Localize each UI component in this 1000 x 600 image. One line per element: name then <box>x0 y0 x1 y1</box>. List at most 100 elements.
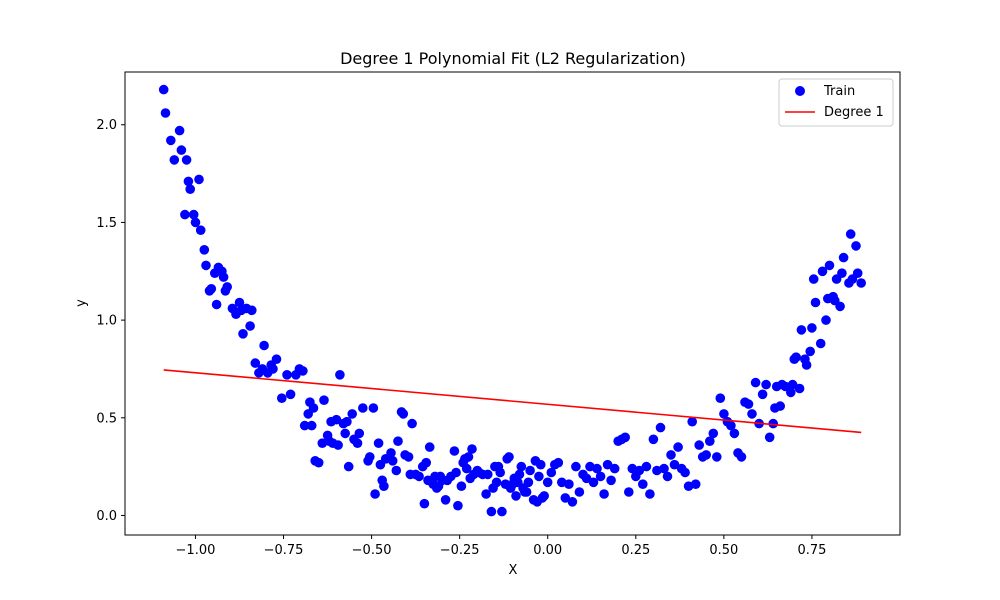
train-point <box>546 467 557 478</box>
train-point <box>331 414 342 425</box>
train-point <box>467 444 477 454</box>
train-point <box>247 305 257 316</box>
train-point <box>638 479 648 490</box>
train-point <box>271 354 282 365</box>
train-point <box>188 209 199 220</box>
train-point <box>424 442 435 452</box>
x-tick-label: −0.50 <box>352 543 392 558</box>
train-point <box>787 379 798 390</box>
train-point <box>169 155 180 165</box>
train-point <box>599 489 609 499</box>
y-tick-label: 0.0 <box>96 509 117 524</box>
train-point <box>810 297 821 308</box>
train-point <box>712 452 722 462</box>
train-point <box>456 481 467 492</box>
train-point <box>313 457 324 468</box>
train-point <box>648 434 659 445</box>
y-tick-label: 1.5 <box>96 216 117 231</box>
train-point <box>160 108 171 118</box>
train-point <box>775 401 785 411</box>
train-point <box>211 299 222 310</box>
train-point <box>796 325 807 335</box>
train-point <box>234 297 245 308</box>
train-point <box>609 463 620 474</box>
train-point <box>791 352 801 363</box>
train-point <box>176 145 187 155</box>
x-tick-label: 0.25 <box>621 543 650 558</box>
train-point <box>201 260 211 271</box>
train-point <box>835 301 845 312</box>
train-point <box>837 268 847 279</box>
train-point <box>463 452 474 462</box>
y-tick-label: 2.0 <box>96 118 117 133</box>
train-point <box>641 461 652 472</box>
legend-train-marker <box>795 86 805 96</box>
train-point <box>757 389 768 400</box>
train-point <box>768 418 778 429</box>
train-point <box>845 229 856 239</box>
train-point <box>736 452 747 462</box>
train-point <box>662 471 673 482</box>
train-point <box>564 479 574 490</box>
train-point <box>729 428 740 439</box>
train-point <box>817 266 828 277</box>
x-tick-label: 0.75 <box>797 543 826 558</box>
train-point <box>786 387 796 398</box>
x-axis: −1.00 −0.75 −0.50 −0.25 0.00 0.25 0.50 0.75 <box>176 535 826 558</box>
train-point <box>495 467 506 478</box>
train-point <box>574 487 585 497</box>
train-point <box>521 487 532 497</box>
train-point <box>497 506 507 517</box>
train-point <box>393 436 403 447</box>
train-point <box>523 477 534 488</box>
train-point <box>535 459 546 470</box>
train-point <box>701 450 711 460</box>
train-point <box>504 452 514 462</box>
train-point <box>285 389 296 400</box>
train-point <box>250 358 261 368</box>
train-point <box>571 461 581 472</box>
train-point <box>218 272 229 282</box>
train-point <box>368 403 379 413</box>
train-point <box>419 498 430 509</box>
legend-degree1-label: Degree 1 <box>824 105 884 120</box>
train-point <box>414 471 424 482</box>
train-point <box>166 135 176 146</box>
train-point <box>277 393 287 404</box>
train-point <box>747 409 757 419</box>
train-point <box>815 338 826 349</box>
train-point <box>306 420 317 431</box>
train-point <box>483 469 493 480</box>
y-tick-label: 0.5 <box>96 411 117 426</box>
train-point <box>181 155 192 165</box>
train-point <box>560 493 571 503</box>
train-point <box>669 459 680 470</box>
train-point <box>190 217 201 228</box>
x-tick-label: 0.50 <box>709 543 738 558</box>
train-point <box>514 469 525 480</box>
train-point <box>451 467 461 478</box>
train-point <box>851 241 861 251</box>
train-point <box>199 245 210 255</box>
train-point <box>824 260 835 271</box>
legend-train-label: Train <box>823 84 855 99</box>
train-point <box>592 463 602 474</box>
train-point <box>461 463 472 474</box>
train-point <box>340 428 351 439</box>
train-point <box>690 479 701 490</box>
train-point <box>659 463 669 474</box>
train-point <box>391 465 402 476</box>
train-point <box>602 459 613 470</box>
train-point <box>333 440 343 450</box>
train-point <box>856 278 866 288</box>
train-point <box>180 209 190 220</box>
train-point <box>195 225 206 235</box>
train-point <box>299 420 310 431</box>
train-point <box>185 184 195 194</box>
train-point <box>407 418 417 429</box>
x-tick-label: −1.00 <box>176 543 216 558</box>
train-point <box>516 461 527 472</box>
train-point <box>624 487 634 497</box>
train-point <box>398 409 409 419</box>
